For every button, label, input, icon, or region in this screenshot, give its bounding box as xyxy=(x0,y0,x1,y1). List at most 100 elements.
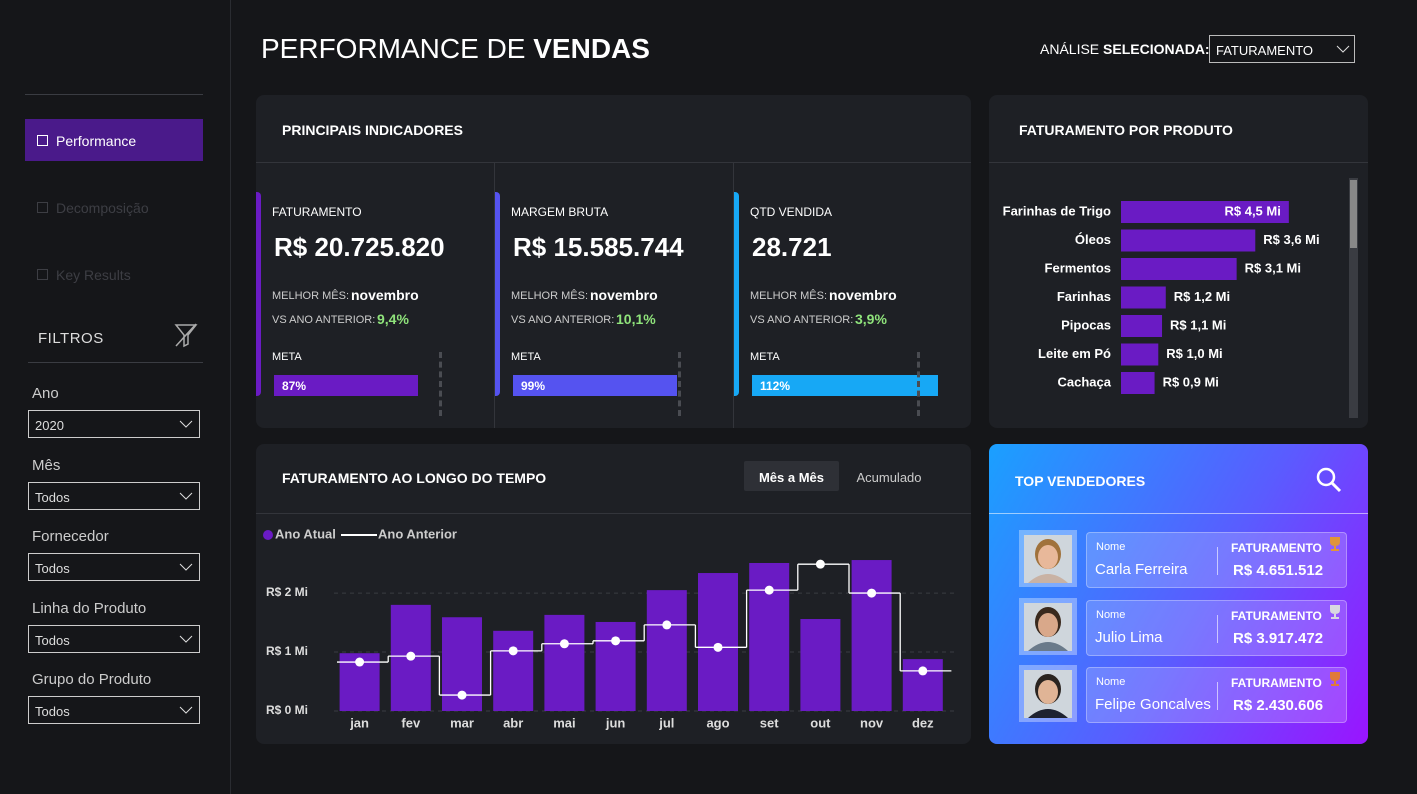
bar xyxy=(698,573,738,711)
x-tick-label: mar xyxy=(450,715,474,730)
legend-marker xyxy=(263,530,273,540)
data-label: R$ 1,1 Mi xyxy=(1170,317,1226,332)
divider xyxy=(256,513,971,514)
analysis-label: ANÁLISE SELECIONADA: xyxy=(1040,41,1210,57)
kpi-growth: 3,9% xyxy=(855,311,887,327)
kpi-label: QTD VENDIDA xyxy=(750,205,833,219)
point xyxy=(764,585,774,595)
meta-target xyxy=(917,352,920,416)
filter-label: Grupo do Produto xyxy=(32,671,152,689)
divider xyxy=(989,162,1368,163)
title-text: PERFORMANCE DE xyxy=(261,33,526,64)
title-bold: VENDAS xyxy=(533,33,650,64)
kpi-sub-label: MELHOR MÊS: xyxy=(272,290,350,302)
trophy xyxy=(1330,604,1340,619)
nav-label: Key Results xyxy=(56,267,131,283)
analysis-dropdown[interactable]: FATURAMENTO xyxy=(1209,35,1355,63)
kpi-sub-value: novembro xyxy=(590,287,658,303)
nav-label: Decomposição xyxy=(56,200,149,216)
bar xyxy=(851,560,892,711)
filter-select[interactable]: Todos xyxy=(28,624,200,653)
scrollbar-thumb[interactable] xyxy=(1350,180,1357,248)
point xyxy=(662,620,672,630)
nav-icon xyxy=(37,269,48,280)
panel-title: FATURAMENTO POR PRODUTO xyxy=(1019,122,1233,138)
filter-select[interactable]: Todos xyxy=(28,481,200,510)
y-tick-label: R$ 0 Mi xyxy=(266,703,308,717)
meta-target xyxy=(678,352,681,416)
kpi-accent xyxy=(734,192,739,396)
filter-value: Todos xyxy=(35,489,70,505)
avatar-body xyxy=(1028,709,1068,718)
x-tick-label: jun xyxy=(605,715,626,730)
chevron-path xyxy=(179,492,193,500)
kpi-sub-label: MELHOR MÊS: xyxy=(511,290,589,302)
filter-select[interactable]: Todos xyxy=(28,553,200,582)
chevron-path xyxy=(179,420,193,428)
meta-value: 99% xyxy=(521,379,546,393)
data-label: R$ 0,9 Mi xyxy=(1163,374,1219,389)
seller-value: R$ 2.430.606 xyxy=(1233,697,1324,714)
name-label: Nome xyxy=(1096,541,1126,553)
photo xyxy=(1019,597,1077,655)
trophy xyxy=(1330,537,1340,551)
meta-label: META xyxy=(511,351,541,363)
bar xyxy=(646,590,687,711)
tab-active[interactable]: Mês a Mês xyxy=(744,461,839,491)
seller-card: Nome Felipe Goncalves FATURAMENTO R$ 2.430.… xyxy=(1086,667,1347,723)
divider xyxy=(494,163,495,428)
divider xyxy=(25,94,203,95)
divider xyxy=(733,163,734,428)
bar xyxy=(800,619,841,711)
nav-icon xyxy=(37,135,48,146)
filter-label: Ano xyxy=(32,385,59,402)
kpi-value: R$ 15.585.744 xyxy=(513,232,684,262)
tab[interactable]: Acumulado xyxy=(840,461,938,491)
bar xyxy=(1121,229,1256,252)
x-tick-label: set xyxy=(760,715,779,730)
nav-item[interactable]: Decomposição xyxy=(25,186,203,228)
nav-item[interactable]: Performance xyxy=(25,119,203,161)
legend-label: Ano Atual xyxy=(275,526,336,541)
point xyxy=(611,636,621,646)
kpi-accent xyxy=(495,192,500,396)
scrollbar[interactable] xyxy=(1349,178,1358,418)
search-icon[interactable] xyxy=(1315,466,1343,494)
data-label: R$ 1,2 Mi xyxy=(1174,289,1230,304)
chevron xyxy=(1336,45,1350,53)
point xyxy=(406,651,416,661)
x-tick-label: jul xyxy=(658,715,674,730)
bar xyxy=(1121,258,1237,280)
bar xyxy=(544,614,585,711)
data-label: R$ 3,1 Mi xyxy=(1245,260,1301,275)
divider xyxy=(256,162,971,163)
y-tick-label: Óleos xyxy=(1075,232,1111,247)
nav-item[interactable]: Key Results xyxy=(25,253,203,295)
point xyxy=(815,559,825,569)
kpi-sub-label: VS ANO ANTERIOR: xyxy=(511,314,615,326)
clear-filter-icon[interactable] xyxy=(174,322,198,348)
photo xyxy=(1019,665,1077,722)
data-label: R$ 1,0 Mi xyxy=(1166,346,1222,361)
kpi-sub-label: VS ANO ANTERIOR: xyxy=(272,314,376,326)
divider xyxy=(989,513,1368,514)
bar xyxy=(1121,315,1163,337)
kpi-value: 28.721 xyxy=(752,232,832,262)
filter-select[interactable]: 2020 xyxy=(28,410,200,438)
seller-card: Nome Carla Ferreira FATURAMENTO R$ 4.651.51… xyxy=(1086,532,1347,588)
bar xyxy=(1121,372,1155,394)
y-tick-label: Farinhas xyxy=(1057,289,1111,304)
meta-value: 87% xyxy=(282,379,307,393)
point xyxy=(355,657,365,667)
y-tick-label: Pipocas xyxy=(1061,317,1111,332)
filter-value: Todos xyxy=(35,561,70,577)
seller-name: Julio Lima xyxy=(1095,628,1163,646)
meta-label: META xyxy=(272,351,302,363)
filter-select[interactable]: Todos xyxy=(28,696,200,725)
separator xyxy=(1217,614,1218,643)
x-tick-label: out xyxy=(810,715,831,730)
kpi-panel xyxy=(256,95,971,428)
sidebar-border xyxy=(230,0,231,794)
